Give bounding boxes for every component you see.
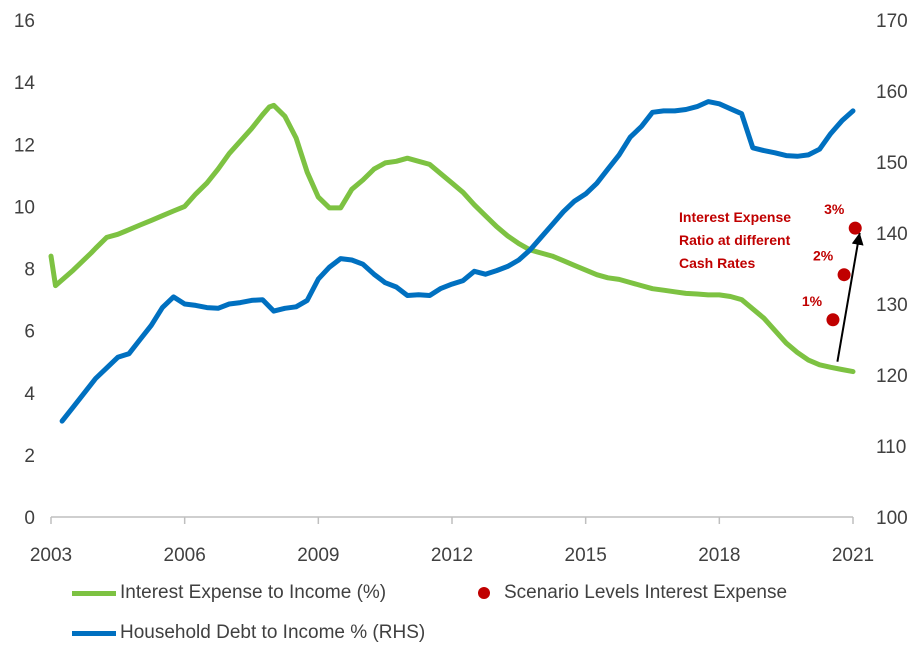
legend-label-interest-expense: Interest Expense to Income (%) [120,582,387,603]
left-y-tick-label: 0 [24,508,35,529]
right-y-axis-tick-labels: 100 110 120 130 140 150 160 170 [876,11,908,529]
legend-swatch-red-dot [478,587,490,599]
x-tick-label: 2021 [832,545,874,566]
left-y-tick-label: 14 [14,73,36,94]
left-y-tick-label: 6 [24,322,35,343]
right-y-tick-label: 170 [876,11,908,32]
legend-swatch-green [72,590,116,596]
legend-item-household-debt: Household Debt to Income % (RHS) [72,622,425,644]
x-axis-ticks [50,517,854,524]
legend-label-scenario: Scenario Levels Interest Expense [504,582,788,603]
legend-label-household-debt: Household Debt to Income % (RHS) [120,622,426,643]
arrow-line [836,232,864,362]
scenario-label: 1% [802,293,823,309]
scenario-point [826,313,840,327]
legend-item-scenario: Scenario Levels Interest Expense [478,582,787,604]
right-y-tick-label: 160 [876,82,908,103]
x-tick-label: 2018 [698,545,740,566]
x-tick-label: 2009 [297,545,339,566]
annotation-line: Interest Expense [679,209,791,225]
annotation-line: Ratio at different [679,232,791,248]
scenario-label: 2% [813,248,834,264]
right-y-tick-label: 150 [876,153,908,174]
x-tick-label: 2003 [30,545,72,566]
annotation-line: Cash Rates [679,255,755,271]
scenario-point [837,268,851,282]
left-y-tick-label: 16 [14,11,35,32]
right-y-tick-label: 100 [876,508,908,529]
left-y-tick-label: 10 [14,197,35,218]
left-y-axis-tick-labels: 0 2 4 6 8 10 12 14 16 [14,11,36,529]
right-y-tick-label: 130 [876,295,908,316]
x-tick-label: 2006 [164,545,206,566]
x-tick-label: 2012 [431,545,473,566]
interest-expense-line [48,102,856,375]
series-group [48,99,856,424]
right-y-tick-label: 110 [876,437,906,458]
left-y-tick-label: 12 [14,135,35,156]
right-y-tick-label: 120 [876,366,908,387]
x-axis-tick-labels: 2003 2006 2009 2012 2015 2018 2021 [30,545,874,566]
legend-item-interest-expense: Interest Expense to Income (%) [72,582,386,604]
scenario-points: 1% 2% 3% [802,201,862,327]
left-y-tick-label: 8 [24,260,35,281]
scenario-point [848,221,862,235]
scenario-arrow [836,232,864,362]
legend-swatch-blue [72,630,116,636]
left-y-tick-label: 4 [24,384,35,405]
x-tick-label: 2015 [565,545,607,566]
household-debt-line [59,99,856,424]
scenario-label: 3% [824,201,845,217]
left-y-tick-label: 2 [24,446,35,467]
right-y-tick-label: 140 [876,224,908,245]
annotation-text: Interest Expense Ratio at different Cash R… [679,209,791,271]
